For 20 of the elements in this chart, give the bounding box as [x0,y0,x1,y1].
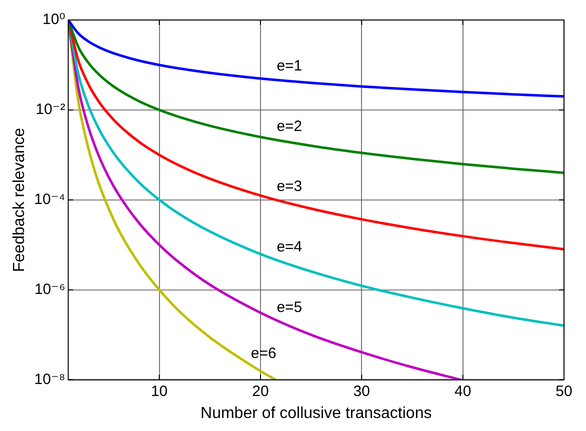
line-series [68,20,564,98]
series-label: e=5 [276,299,302,316]
y-tick-label: 10⁻² [36,101,66,118]
x-axis-title: Number of collusive transactions [200,404,432,422]
series-label: e=2 [276,118,302,135]
x-tick-label: 50 [556,382,572,400]
y-tick-label: 10⁰ [42,11,66,28]
x-tick-label: 20 [252,382,269,400]
y-tick-label: 10⁻⁴ [34,191,66,208]
x-tick-label: 30 [353,382,370,400]
y-axis-title: Feedback relevance [11,128,28,272]
series-label: e=1 [276,57,302,74]
y-tick-label: 10⁻⁶ [34,280,66,298]
line-series [68,20,564,174]
x-tick-label: 40 [454,382,472,400]
x-tick-label: 10 [150,382,168,400]
series-label: e=4 [276,238,302,256]
series-label: e=3 [276,178,302,196]
y-tick-label: 10⁻⁸ [34,370,66,388]
series-label: e=6 [250,345,276,362]
